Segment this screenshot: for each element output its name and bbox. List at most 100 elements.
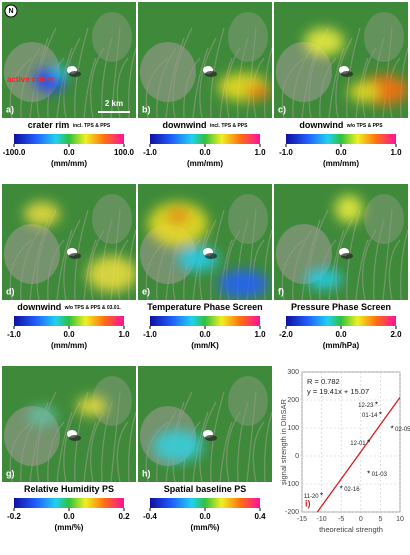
colorbar-tick-label: 1.0 xyxy=(254,330,266,339)
trendline xyxy=(316,397,400,512)
colorbar-tick-label: 0.2 xyxy=(118,512,130,521)
terrain-ridge xyxy=(116,57,129,118)
panel-title: downwind w/o TPS & PPS xyxy=(299,120,383,130)
colorbar-tick-label: 0.0 xyxy=(199,330,211,339)
colorbar-tick-label: 1.0 xyxy=(254,148,266,157)
panel-title: Relative Humidity PS xyxy=(24,484,114,494)
panel-title-main: Relative Humidity PS xyxy=(24,484,114,494)
terrain-ridge xyxy=(328,229,345,300)
terrain-ridge xyxy=(328,47,345,118)
terrain-ridge xyxy=(199,37,217,118)
terrain-ridge xyxy=(83,239,97,300)
y-tick-label: 200 xyxy=(287,397,299,404)
panel-subtitle: w/o TPS & PPS xyxy=(346,123,384,129)
gray-terrain xyxy=(228,376,268,426)
terrain-ridge xyxy=(252,421,265,482)
map-panel: f) Pressure Phase Screen -2.0 0.0 2.0 (mm/hPa… xyxy=(274,184,408,350)
point-label: 02-05 xyxy=(395,427,410,433)
signal-blob xyxy=(27,406,57,426)
terrain-ridge xyxy=(400,229,408,300)
deformation-signal xyxy=(306,195,363,289)
panel-title-main: Spatial baseline PS xyxy=(164,484,247,494)
scale-label: 2 km xyxy=(105,99,123,108)
colorbar xyxy=(14,316,124,326)
terrain-ridge xyxy=(219,239,233,300)
terrain-ridge xyxy=(56,411,73,482)
terrain-ridge xyxy=(83,421,97,482)
point-label: 01-03 xyxy=(372,472,388,478)
colorbar xyxy=(14,134,124,144)
map xyxy=(138,2,272,118)
deformation-signal xyxy=(304,28,408,105)
colorbar-tick-label: 0.0 xyxy=(63,512,75,521)
map xyxy=(2,2,136,118)
signal-blob xyxy=(77,396,107,416)
panel-label: h) xyxy=(142,468,151,478)
terrain-ridge xyxy=(355,239,369,300)
panel-title-main: downwind xyxy=(163,120,207,130)
point-marker: * xyxy=(379,411,382,420)
signal-blob xyxy=(52,66,68,78)
point-marker: * xyxy=(375,401,378,410)
panel-title: Pressure Phase Screen xyxy=(291,302,391,312)
colorbar-tick-label: 1.0 xyxy=(390,148,402,157)
map-panel: e) Temperature Phase Screen -1.0 0.0 1.0 (mm/… xyxy=(138,184,272,350)
panel-title-main: Pressure Phase Screen xyxy=(291,302,391,312)
terrain-ridge xyxy=(63,219,81,300)
panel-label: a) xyxy=(6,104,14,114)
signal-blob xyxy=(335,195,363,223)
y-tick-label: 100 xyxy=(287,425,299,432)
north-arrow xyxy=(4,4,18,18)
colorbar-tick-label: 1.0 xyxy=(118,330,130,339)
x-tick-label: -10 xyxy=(317,516,327,523)
colorbar-tick-label: 0.0 xyxy=(199,512,211,521)
panel-title-main: crater rim xyxy=(28,120,70,130)
gray-terrain xyxy=(364,12,404,62)
map-panel: a) crater rim incl. TPS & PPS -100.0 0.0 100… xyxy=(2,2,136,168)
gray-terrain xyxy=(364,194,404,244)
colorbar-unit: (mm/mm) xyxy=(187,159,223,168)
terrain-ridge xyxy=(335,37,353,118)
terrain-ridge xyxy=(63,401,81,482)
terrain-ridge xyxy=(264,229,272,300)
fit-annotation: R = 0.782 xyxy=(307,377,340,386)
colorbar xyxy=(286,316,396,326)
panel-label: e) xyxy=(142,286,150,296)
colorbar-tick-label: 0.0 xyxy=(335,148,347,157)
x-tick-label: -15 xyxy=(297,516,307,523)
map xyxy=(138,366,272,482)
panel-label: f) xyxy=(278,286,284,296)
panel-title: downwind incl. TPS & PPS xyxy=(163,120,249,130)
panel-subtitle: incl. TPS & PPS xyxy=(73,123,111,129)
colorbar-tick-label: 0.0 xyxy=(63,148,75,157)
crater-shadow xyxy=(69,253,81,259)
panel-label: g) xyxy=(6,468,15,478)
panel-title: downwind w/o TPS & PPS & 03.01. xyxy=(17,302,121,312)
panel-title: crater rim incl. TPS & PPS xyxy=(28,120,111,130)
terrain-ridge xyxy=(128,47,136,118)
terrain-ridge xyxy=(388,239,401,300)
y-tick-label: 0 xyxy=(295,453,299,460)
terrain-ridge xyxy=(219,421,233,482)
x-tick-label: 5 xyxy=(378,516,382,523)
gray-terrain xyxy=(92,376,132,426)
map-panel: g) Relative Humidity PS -0.2 0.0 0.2 (mm/%) xyxy=(2,366,136,532)
panel-label: b) xyxy=(142,104,151,114)
map xyxy=(138,184,272,300)
terrain-ridge xyxy=(56,229,73,300)
crater-shadow xyxy=(341,253,353,259)
map xyxy=(2,366,136,482)
colorbar xyxy=(150,498,260,508)
point-marker: * xyxy=(391,425,394,434)
map xyxy=(274,2,408,118)
y-tick-label: 300 xyxy=(287,369,299,376)
colorbar-tick-label: -2.0 xyxy=(279,330,293,339)
panel-label: d) xyxy=(6,286,15,296)
terrain-ridge xyxy=(335,219,353,300)
crater-shadow xyxy=(341,71,353,77)
x-tick-label: 0 xyxy=(359,516,363,523)
panel-title: Spatial baseline PS xyxy=(164,484,247,494)
panel-title-main: downwind xyxy=(299,120,343,130)
map-panel: h) Spatial baseline PS -0.4 0.0 0.4 (mm/%) xyxy=(138,366,272,532)
